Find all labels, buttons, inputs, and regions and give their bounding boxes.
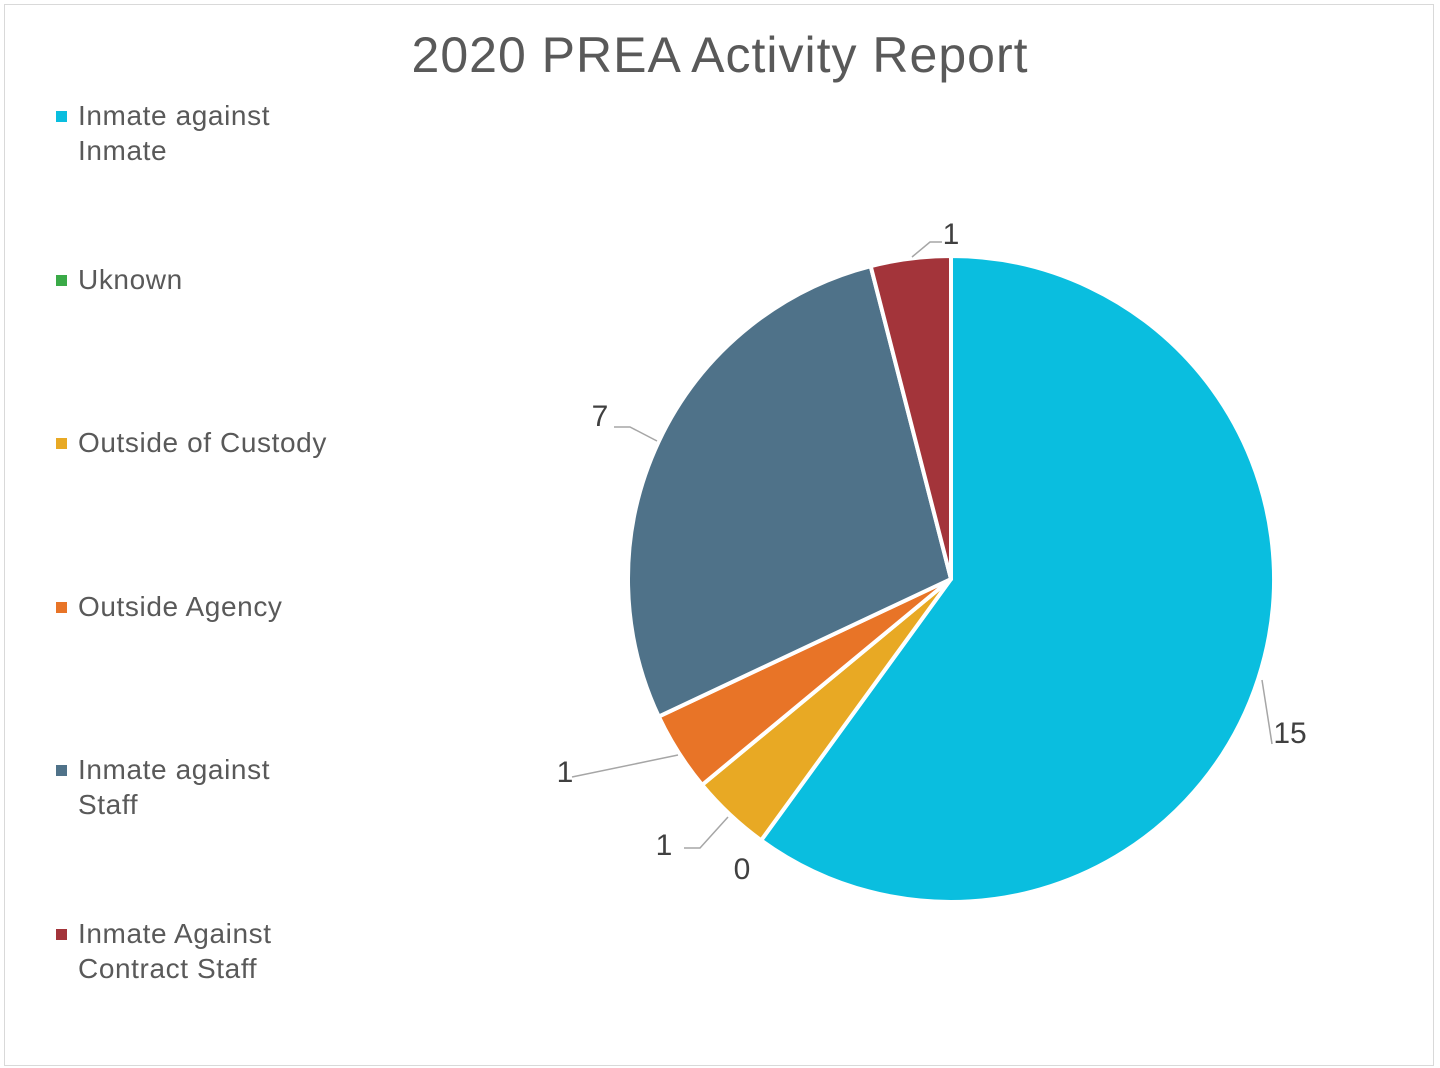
leader-line: [614, 426, 658, 442]
legend-label: Inmate against Staff: [78, 754, 271, 820]
leader-line: [1261, 679, 1273, 745]
legend-label: Inmate Against Contract Staff: [78, 918, 272, 984]
leader-line: [571, 754, 679, 778]
legend-swatch: [56, 438, 67, 449]
legend-item-inmate-against-contract-staff: Inmate Against Contract Staff: [56, 916, 416, 986]
pie-slice-inmate-against-contract-staff: [868, 254, 953, 581]
data-label: 1: [656, 829, 673, 862]
legend-label: Uknown: [78, 264, 183, 295]
pie-slice-inmate-against-inmate: [759, 254, 1276, 904]
leader-lines: [571, 241, 1273, 849]
legend-label: Outside of Custody: [78, 427, 327, 458]
legend-item-outside-agency: Outside Agency: [56, 589, 416, 624]
leader-line: [911, 241, 942, 258]
data-label: 15: [1273, 717, 1306, 750]
data-label: 1: [943, 218, 960, 251]
legend-item-inmate-against-inmate: Inmate against Inmate: [56, 98, 416, 168]
pie-slice-inmate-against-staff: [626, 264, 953, 719]
pie-slices: [626, 254, 1276, 904]
chart-title: 2020 PREA Activity Report: [411, 27, 1029, 83]
data-label: 0: [734, 853, 751, 886]
legend-item-outside-of-custody: Outside of Custody: [56, 425, 416, 460]
legend-swatch: [56, 929, 67, 940]
data-label: 1: [557, 756, 574, 789]
legend-label: Outside Agency: [78, 591, 283, 622]
legend-swatch: [56, 111, 67, 122]
legend-swatch: [56, 602, 67, 613]
legend-swatch: [56, 765, 67, 776]
legend-item-inmate-against-staff: Inmate against Staff: [56, 752, 416, 822]
leader-line: [684, 816, 729, 849]
legend-swatch: [56, 275, 67, 286]
data-label: 7: [592, 400, 609, 433]
data-labels: 15 0 1 1 7 1: [557, 218, 1307, 886]
legend-item-uknown: Uknown: [56, 262, 416, 297]
legend-label: Inmate against Inmate: [78, 100, 271, 166]
